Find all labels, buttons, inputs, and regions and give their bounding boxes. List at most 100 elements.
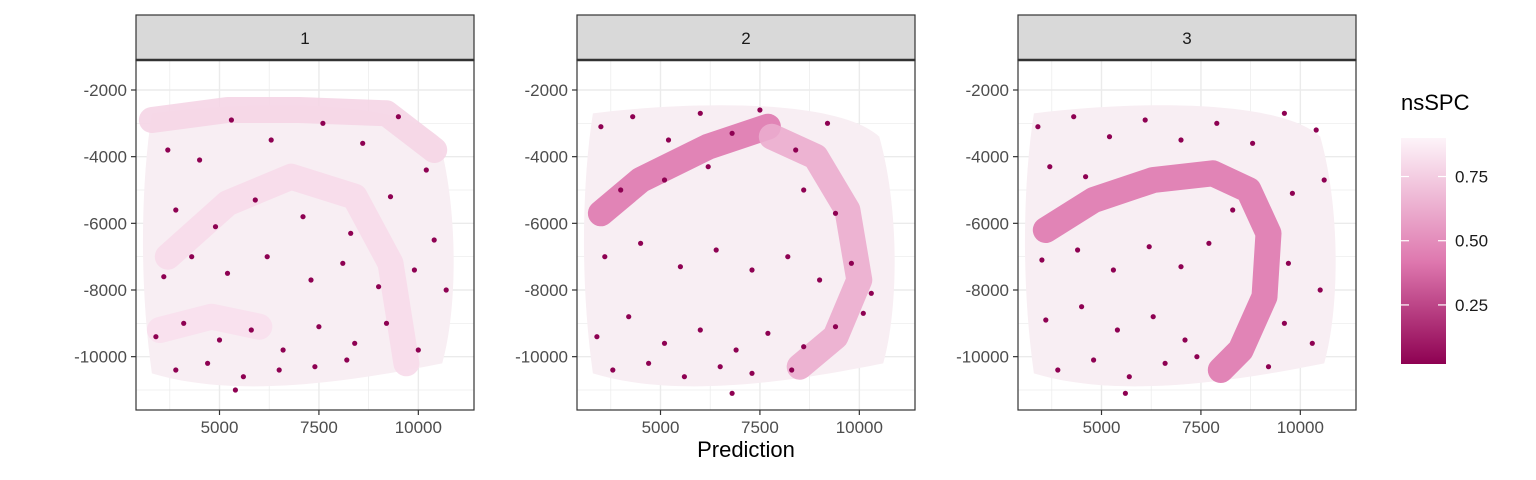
spot-point xyxy=(630,114,636,120)
x-tick-label: 5000 xyxy=(642,418,680,437)
spot-point xyxy=(308,277,314,283)
spot-point xyxy=(340,260,346,266)
spot-point xyxy=(1206,240,1212,246)
spot-point xyxy=(817,277,823,283)
spot-point xyxy=(189,254,195,260)
y-tick-label: -4000 xyxy=(966,148,1009,167)
spot-point xyxy=(697,110,703,116)
y-tick-label: -10000 xyxy=(74,348,127,367)
legend-tick-label: 0.50 xyxy=(1455,232,1488,251)
spot-point xyxy=(729,130,735,136)
spot-point xyxy=(1091,357,1097,363)
x-axis-title: Prediction xyxy=(697,437,795,462)
spot-point xyxy=(181,320,187,326)
value-band xyxy=(758,123,873,380)
spot-point xyxy=(387,194,394,200)
spot-point xyxy=(248,327,254,333)
spot-point xyxy=(785,254,791,260)
y-tick-label: -10000 xyxy=(956,348,1009,367)
spot-point xyxy=(1182,337,1188,343)
spot-point xyxy=(602,254,608,260)
spot-point xyxy=(1075,247,1081,253)
low-value-spots xyxy=(153,114,449,393)
strip-background xyxy=(135,14,475,61)
spot-point xyxy=(1230,207,1236,213)
spot-point xyxy=(610,367,616,373)
spot-point xyxy=(665,137,672,143)
tissue-bands xyxy=(138,97,454,387)
spot-point xyxy=(224,270,231,276)
spot-point xyxy=(848,260,854,266)
spot-point xyxy=(729,390,735,396)
spot-point xyxy=(383,320,390,326)
spot-point xyxy=(252,197,258,203)
spot-point xyxy=(205,360,211,366)
spot-point xyxy=(1214,120,1220,126)
spot-point xyxy=(161,274,167,280)
spot-point xyxy=(824,120,831,126)
spot-point xyxy=(431,237,437,243)
spot-point xyxy=(165,147,171,153)
axes: 5000 7500 10000 -2000 -4000 -6000 -8000 -10000 xyxy=(515,81,883,437)
spot-point xyxy=(1162,360,1168,366)
spot-point xyxy=(1047,164,1053,170)
spot-point xyxy=(801,344,807,350)
spot-point xyxy=(713,247,719,253)
spot-point xyxy=(1142,117,1148,123)
panel-2: 2 5000 7500 10000 -2000 -4000 -6000 -8000 -1000… xyxy=(515,14,916,437)
spot-point xyxy=(1114,327,1120,333)
spot-point xyxy=(749,267,755,273)
spot-point xyxy=(1035,124,1041,130)
y-tick-label: -6000 xyxy=(525,214,568,233)
legend-tick-label: 0.25 xyxy=(1455,296,1488,315)
spot-point xyxy=(423,167,429,173)
spot-point xyxy=(443,287,449,293)
legend-colorbar xyxy=(1401,138,1446,364)
spot-point xyxy=(757,107,763,113)
spot-point xyxy=(801,187,807,193)
spot-point xyxy=(316,324,322,330)
spot-point xyxy=(749,370,755,376)
x-tick-label: 10000 xyxy=(395,418,442,437)
y-tick-label: -8000 xyxy=(966,281,1009,300)
y-tick-label: -6000 xyxy=(966,214,1009,233)
tissue-bands xyxy=(1024,105,1336,387)
spot-point xyxy=(594,334,600,340)
spot-point xyxy=(276,367,282,373)
spot-point xyxy=(1079,304,1085,310)
spot-point xyxy=(1126,374,1132,380)
spot-point xyxy=(860,310,866,316)
spot-point xyxy=(1265,364,1272,370)
spot-point xyxy=(376,284,382,290)
legend-tick-label: 0.75 xyxy=(1455,168,1488,187)
spot-point xyxy=(173,367,179,373)
spot-point xyxy=(212,224,219,230)
y-tick-label: -6000 xyxy=(84,214,127,233)
strip-background xyxy=(576,14,916,61)
spot-point xyxy=(1178,264,1184,270)
spot-point xyxy=(1146,244,1152,250)
spot-point xyxy=(415,347,421,353)
spot-point xyxy=(197,157,203,163)
x-tick-label: 10000 xyxy=(1277,418,1324,437)
spot-point xyxy=(793,147,799,153)
value-band xyxy=(138,97,448,163)
spot-point xyxy=(411,267,417,273)
spot-point xyxy=(661,177,668,183)
spot-point xyxy=(348,230,354,236)
value-band xyxy=(146,303,273,343)
y-tick-label: -8000 xyxy=(525,281,568,300)
strip-background xyxy=(1017,14,1357,61)
spot-point xyxy=(264,254,270,260)
y-tick-label: -8000 xyxy=(84,281,127,300)
spot-point xyxy=(1309,340,1315,346)
spot-point xyxy=(268,137,274,143)
spot-point xyxy=(661,340,668,346)
spot-point xyxy=(832,210,839,216)
legend-title: nsSPC xyxy=(1401,90,1470,115)
spot-point xyxy=(1289,190,1295,196)
x-tick-label: 10000 xyxy=(836,418,883,437)
spot-point xyxy=(153,334,159,340)
spot-point xyxy=(646,360,652,366)
strip-label: 1 xyxy=(300,29,309,48)
